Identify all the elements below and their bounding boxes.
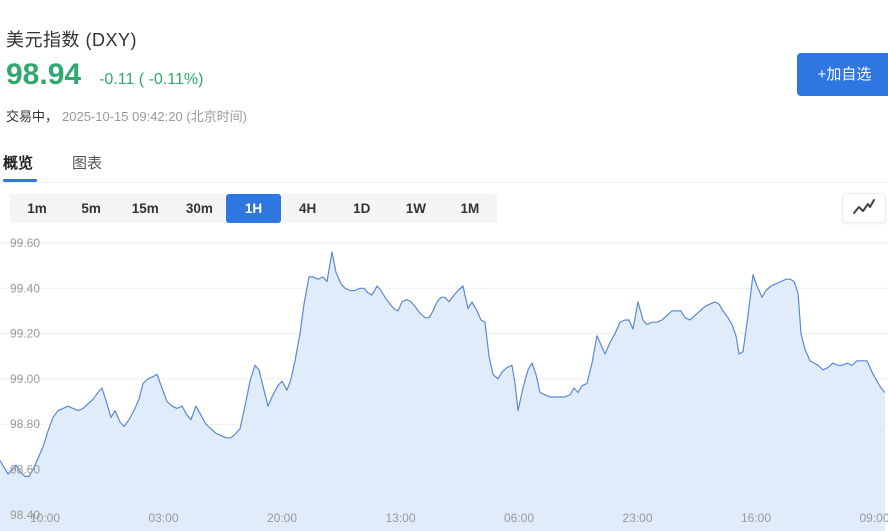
- x-axis-label: 20:00: [267, 511, 297, 525]
- x-axis-label: 13:00: [385, 511, 415, 525]
- x-axis-label: 09:00: [859, 511, 888, 525]
- tab-bar: 概览 图表: [0, 146, 888, 183]
- interval-button-1H[interactable]: 1H: [226, 194, 281, 223]
- tab-overview[interactable]: 概览: [3, 150, 33, 178]
- x-axis-label: 06:00: [504, 511, 534, 525]
- interval-bar: 1m 5m 15m 30m 1H 4H 1D 1W 1M: [10, 194, 497, 223]
- price-change: -0.11 ( -0.11%): [99, 71, 204, 88]
- interval-button-1m[interactable]: 1m: [10, 194, 64, 223]
- price-chart-svg: 99.60 99.40 99.20 99.00 98.80 98.60 98.4010:00…: [0, 236, 888, 531]
- status-row: 交易中， 2025-10-15 09:42:20 (北京时间): [6, 106, 247, 125]
- last-price: 98.94: [6, 58, 82, 91]
- line-chart-icon: [851, 198, 877, 218]
- trading-status: 交易中，: [6, 109, 59, 124]
- y-axis-label: 99.20: [10, 327, 40, 341]
- x-axis-label: 23:00: [622, 511, 652, 525]
- add-watchlist-button[interactable]: +加自选: [797, 53, 888, 96]
- interval-button-1D[interactable]: 1D: [335, 194, 389, 223]
- interval-button-5m[interactable]: 5m: [64, 194, 118, 223]
- interval-button-4H[interactable]: 4H: [281, 194, 335, 223]
- y-axis-label: 98.60: [10, 463, 40, 477]
- x-axis-label: 03:00: [148, 511, 178, 525]
- y-axis-label: 99.40: [10, 281, 40, 295]
- series-area: [0, 252, 885, 531]
- x-axis-label: 10:00: [30, 511, 60, 525]
- chart-type-button[interactable]: [842, 193, 886, 223]
- interval-button-30m[interactable]: 30m: [172, 194, 226, 223]
- series-line: [0, 251, 886, 477]
- y-axis-label: 98.80: [10, 417, 40, 431]
- price-chart[interactable]: 99.60 99.40 99.20 99.00 98.80 98.60 98.40 10:00…: [0, 230, 888, 531]
- active-tab-underline: [3, 179, 37, 182]
- page-title: 美元指数 (DXY): [6, 30, 137, 50]
- y-axis-label: 99.60: [10, 236, 40, 250]
- interval-button-15m[interactable]: 15m: [118, 194, 172, 223]
- interval-button-1W[interactable]: 1W: [389, 194, 443, 223]
- interval-button-1M[interactable]: 1M: [443, 194, 497, 223]
- x-axis-label: 16:00: [741, 511, 771, 525]
- quote-timestamp: 2025-10-15 09:42:20 (北京时间): [62, 109, 247, 124]
- price-row: 98.94 -0.11 ( -0.11%): [6, 58, 203, 94]
- y-axis-label: 98.40: [10, 508, 40, 522]
- tab-chart[interactable]: 图表: [72, 150, 102, 178]
- y-axis-label: 99.00: [10, 372, 40, 386]
